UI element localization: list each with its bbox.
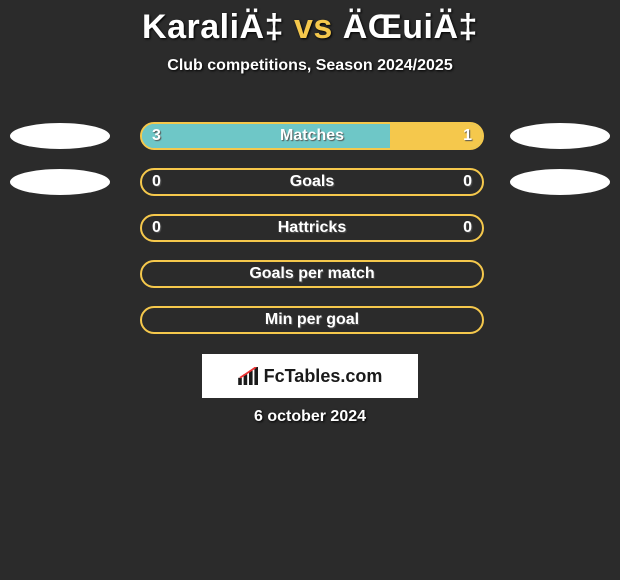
stats-rows: 31Matches00Goals00HattricksGoals per mat…: [0, 122, 620, 352]
stat-row: Min per goal: [0, 306, 620, 334]
player-b-badge: [510, 123, 610, 149]
player-a-badge: [10, 169, 110, 195]
stat-label: Min per goal: [142, 308, 482, 332]
bar-fill-left: [142, 124, 390, 148]
stat-value-right: 0: [463, 216, 472, 240]
player-b-name: ÄŒuiÄ‡: [343, 8, 478, 46]
player-a-badge: [10, 123, 110, 149]
stat-row: 0 0Hattricks: [0, 214, 620, 242]
stat-row: 0 0Goals: [0, 168, 620, 196]
stat-value-left: 3: [152, 124, 161, 148]
player-a-name: KaraliÄ‡: [142, 8, 284, 46]
stat-value-right: 0: [463, 170, 472, 194]
stat-value-right: 1: [463, 124, 472, 148]
page-subtitle: Club competitions, Season 2024/2025: [0, 57, 620, 75]
bar-chart-icon: [238, 367, 260, 385]
stat-bar: Goals per match: [140, 260, 484, 288]
stat-bar: 31Matches: [140, 122, 484, 150]
player-b-badge: [510, 169, 610, 195]
page-title: KaraliÄ‡ vs ÄŒuiÄ‡: [0, 0, 620, 47]
branding-label: FcTables.com: [238, 366, 383, 387]
stat-row: Goals per match: [0, 260, 620, 288]
page-root: KaraliÄ‡ vs ÄŒuiÄ‡ Club competitions, Se…: [0, 0, 620, 580]
branding-box[interactable]: FcTables.com: [202, 354, 418, 398]
footer-date: 6 october 2024: [0, 408, 620, 426]
stat-label: Hattricks: [142, 216, 482, 240]
stat-row: 31Matches: [0, 122, 620, 150]
stat-label: Goals per match: [142, 262, 482, 286]
vs-word: vs: [294, 8, 333, 46]
stat-bar: 0 0Goals: [140, 168, 484, 196]
stat-value-left: 0: [152, 170, 161, 194]
stat-label: Goals: [142, 170, 482, 194]
stat-bar: 0 0Hattricks: [140, 214, 484, 242]
stat-value-left: 0: [152, 216, 161, 240]
branding-text: FcTables.com: [264, 366, 383, 387]
stat-bar: Min per goal: [140, 306, 484, 334]
